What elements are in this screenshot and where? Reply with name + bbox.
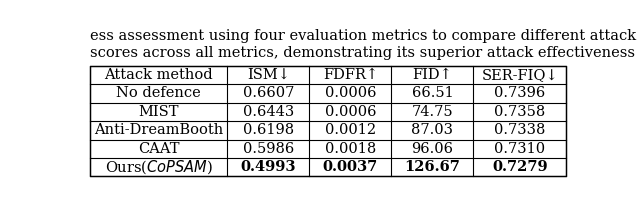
Text: 126.67: 126.67 [404,160,460,174]
Text: 96.06: 96.06 [412,142,454,156]
Text: FID↑: FID↑ [413,68,452,82]
Text: SER-FIQ↓: SER-FIQ↓ [481,68,558,82]
Text: Anti-DreamBooth: Anti-DreamBooth [94,123,223,137]
Text: 74.75: 74.75 [412,105,453,119]
Text: 0.0018: 0.0018 [325,142,376,156]
Text: 0.6198: 0.6198 [243,123,294,137]
Bar [90,66,566,176]
Text: 0.0037: 0.0037 [323,160,378,174]
Text: Attack method: Attack method [104,68,213,82]
Text: 0.4993: 0.4993 [241,160,296,174]
Text: 0.0006: 0.0006 [324,105,376,119]
Text: ISM↓: ISM↓ [247,68,290,82]
Text: 66.51: 66.51 [412,86,453,100]
Text: 0.7396: 0.7396 [494,86,545,100]
Text: 0.7279: 0.7279 [492,160,548,174]
Text: FDFR↑: FDFR↑ [323,68,378,82]
Text: ess assessment using four evaluation metrics to compare different attack m: ess assessment using four evaluation met… [90,29,640,43]
Text: CAAT: CAAT [138,142,179,156]
Text: 0.7338: 0.7338 [494,123,545,137]
Text: 0.0012: 0.0012 [325,123,376,137]
Text: scores across all metrics, demonstrating its superior attack effectiveness: scores across all metrics, demonstrating… [90,46,635,60]
Text: 0.0006: 0.0006 [324,86,376,100]
Text: 0.7358: 0.7358 [494,105,545,119]
Text: 0.6443: 0.6443 [243,105,294,119]
Text: 0.5986: 0.5986 [243,142,294,156]
Text: 87.03: 87.03 [412,123,454,137]
Text: 0.6607: 0.6607 [243,86,294,100]
Text: No defence: No defence [116,86,201,100]
Text: MIST: MIST [138,105,179,119]
Text: Ours($\mathit{CoPSAM}$): Ours($\mathit{CoPSAM}$) [104,158,212,176]
Text: 0.7310: 0.7310 [494,142,545,156]
